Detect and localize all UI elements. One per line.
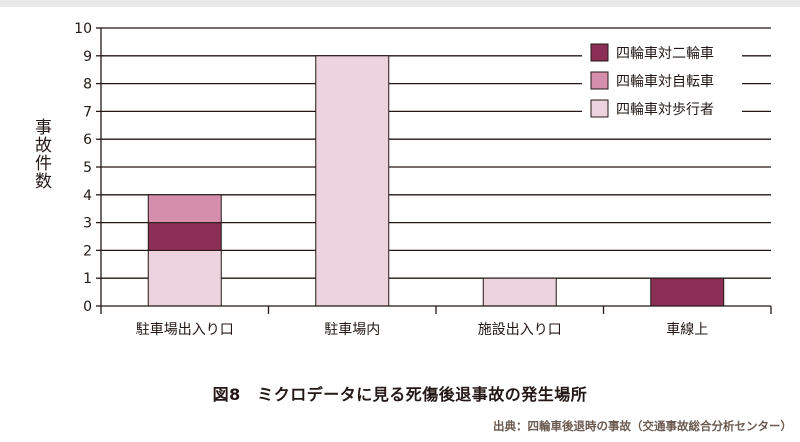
legend-label: 四輪車対二輪車	[616, 45, 714, 62]
legend-label: 四輪車対自転車	[616, 73, 714, 90]
y-tick-label: 7	[83, 104, 92, 120]
legend-swatch	[590, 99, 609, 118]
axes: 0 1 2 3 4 5 6 7 8 9 10 駐車場出入り口 駐車場内 施設出入り口 車線上	[74, 21, 772, 338]
y-tick-label: 4	[83, 188, 92, 204]
y-tick-label: 9	[83, 49, 92, 65]
source-note: 出典：四輪車後退時の事故（交通事故総合分析センター）	[493, 419, 792, 433]
x-category-label: 駐車場出入り口	[136, 321, 234, 338]
top-bar	[0, 0, 800, 7]
legend-swatch	[590, 43, 609, 62]
bar-segment	[147, 222, 222, 251]
bar-segment	[650, 277, 725, 307]
y-axis-label: 事故件数	[31, 118, 51, 190]
bar-segment	[315, 55, 390, 307]
y-tick-label: 5	[83, 160, 92, 176]
bar-segment	[147, 249, 222, 307]
bars	[147, 55, 725, 307]
y-tick-label: 8	[83, 77, 92, 93]
bar-segment	[147, 194, 222, 224]
figure-caption: 図8 ミクロデータに見る死傷後退事故の発生場所	[212, 385, 588, 404]
x-category-label: 車線上	[666, 321, 708, 338]
legend-background	[582, 38, 742, 124]
y-tick-label: 10	[74, 21, 92, 37]
legend-swatch	[590, 71, 609, 90]
bar-segment	[482, 277, 557, 307]
y-tick-label: 1	[83, 271, 92, 287]
x-category-label: 施設出入り口	[478, 322, 562, 338]
legend-label: 四輪車対歩行者	[616, 101, 714, 118]
x-category-label: 駐車場内	[324, 321, 380, 338]
y-tick-label: 3	[83, 216, 92, 232]
y-tick-label: 2	[83, 243, 92, 259]
y-tick-label: 0	[83, 299, 92, 315]
y-tick-label: 6	[83, 132, 92, 148]
